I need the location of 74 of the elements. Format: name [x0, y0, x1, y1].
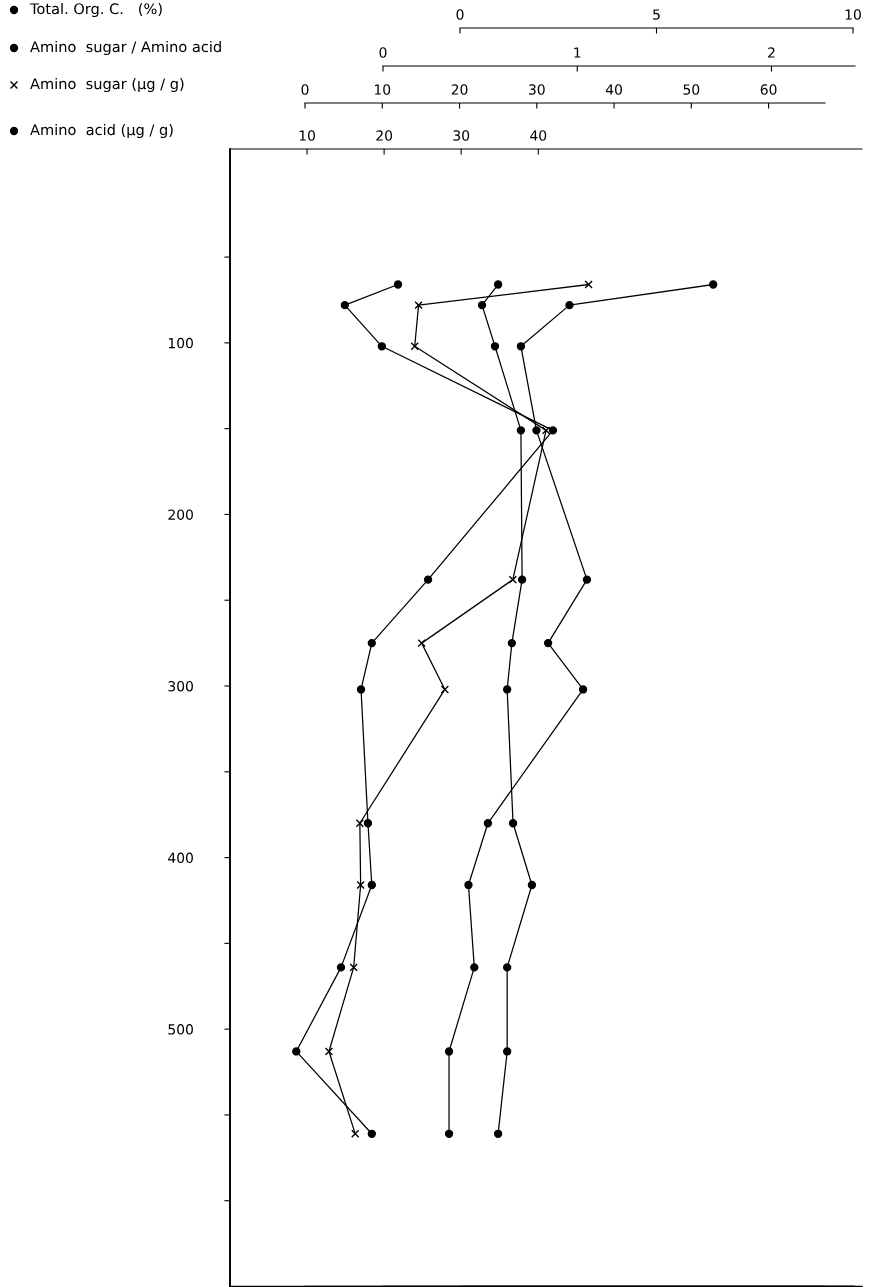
- point: [507, 638, 517, 648]
- x-tick-label: 1: [574, 47, 581, 58]
- point: [578, 685, 588, 694]
- x-tick-label: 2: [768, 47, 775, 58]
- y-tick-label: 500: [168, 1024, 193, 1035]
- x-tick-label: 10: [845, 9, 861, 20]
- x-tick-label: 5: [653, 9, 660, 20]
- point: [532, 426, 541, 435]
- point: [543, 638, 553, 648]
- point: [410, 342, 419, 351]
- point: [527, 880, 537, 890]
- point: [377, 342, 387, 351]
- point: [444, 1129, 454, 1138]
- point: [414, 300, 423, 310]
- point: [440, 685, 450, 694]
- point: [340, 300, 350, 310]
- point: [565, 300, 574, 310]
- point: [292, 1047, 301, 1056]
- point: [355, 819, 365, 828]
- point: [423, 575, 433, 584]
- point: [367, 638, 376, 648]
- x-tick-label: 0: [456, 9, 464, 20]
- x-tick-label: 0: [301, 84, 309, 95]
- y-tick-label: 400: [168, 852, 193, 864]
- x-tick-label: 60: [760, 84, 777, 95]
- point: [709, 280, 718, 289]
- point: [502, 685, 512, 694]
- x-tick-label: 30: [453, 130, 470, 141]
- x-tick-label: 30: [529, 84, 545, 95]
- y-tick-label: 300: [168, 680, 193, 692]
- x-tick-label: 40: [530, 130, 547, 141]
- point: [470, 963, 479, 972]
- point: [363, 819, 373, 828]
- point: [541, 426, 551, 435]
- y-tick-label: 100: [168, 337, 193, 349]
- point: [477, 300, 487, 310]
- text: Amino sugar / Amino acid: [30, 40, 221, 56]
- x-tick-label: 10: [299, 130, 315, 141]
- text: Amino sugar (μg / g): [30, 77, 184, 93]
- x-tick-label: 10: [374, 84, 391, 95]
- point: [464, 880, 473, 890]
- point: [493, 280, 503, 289]
- point: [516, 426, 526, 435]
- x-tick-label: 20: [376, 130, 393, 141]
- point: [502, 963, 512, 972]
- x-tick-label: 40: [605, 84, 622, 95]
- point: [417, 638, 426, 648]
- y-tick-label: 200: [168, 509, 193, 520]
- legend-label: Amino acid (μg / g): [30, 123, 173, 139]
- point: [582, 575, 592, 584]
- point: [349, 963, 358, 972]
- x-tick-label: 20: [451, 84, 468, 95]
- point: [351, 1129, 360, 1138]
- point: [367, 880, 376, 890]
- point: [502, 1047, 512, 1056]
- legend-label: Total. Org. C. (%): [29, 2, 162, 18]
- point: [508, 819, 518, 828]
- point: [356, 685, 366, 694]
- point: [490, 342, 500, 351]
- point: [516, 342, 526, 351]
- point: [444, 1047, 454, 1056]
- point: [584, 280, 593, 289]
- point: [324, 1047, 334, 1056]
- point: [517, 575, 527, 584]
- point: [356, 880, 365, 890]
- x-tick-label: 0: [379, 47, 387, 58]
- point: [493, 1129, 503, 1138]
- point: [336, 963, 346, 972]
- point: [508, 575, 518, 584]
- point: [367, 1129, 376, 1138]
- x-tick-label: 50: [683, 84, 700, 95]
- point: [483, 819, 493, 828]
- point: [548, 426, 558, 435]
- point: [393, 280, 403, 289]
